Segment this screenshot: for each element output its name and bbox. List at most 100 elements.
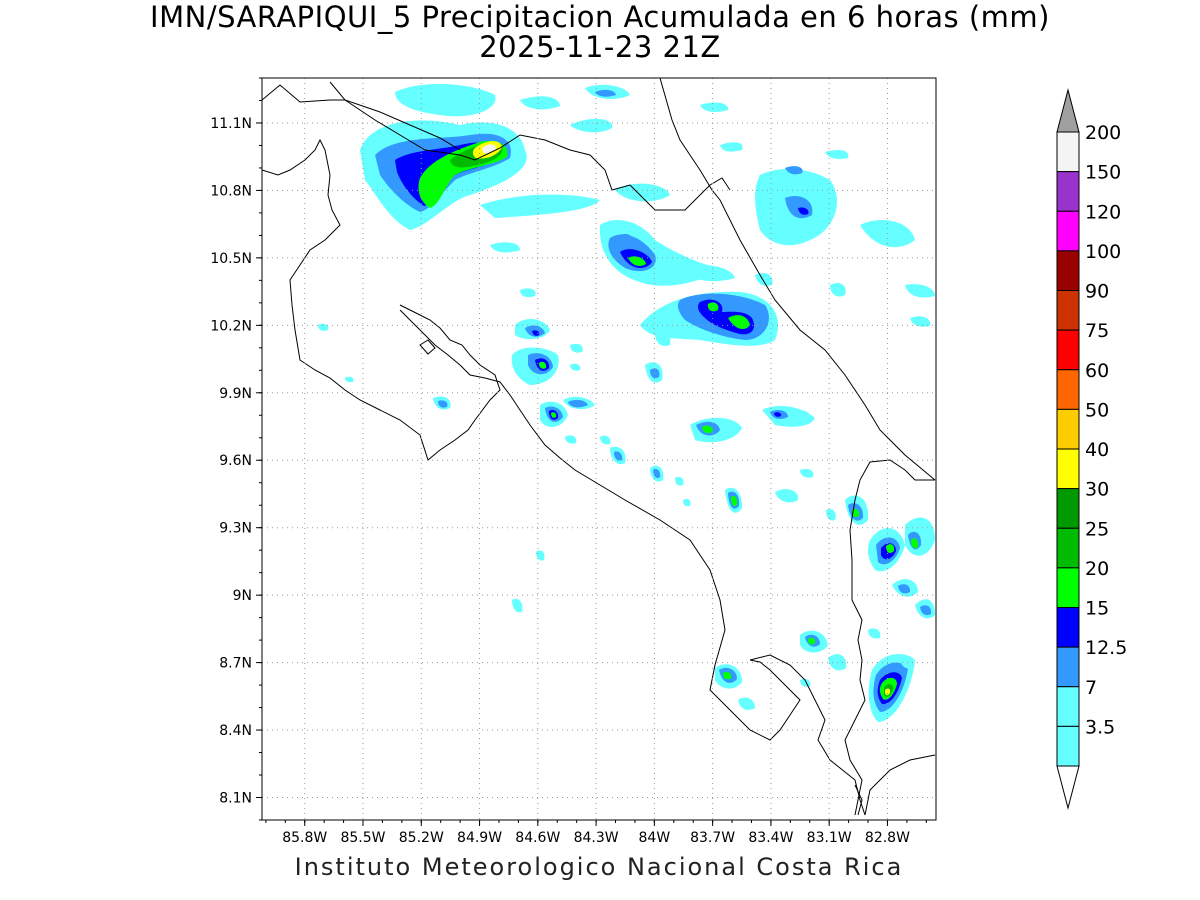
country-border-panama	[844, 459, 935, 816]
lon-tick-label: 84.6W	[515, 830, 560, 846]
precip-area	[731, 495, 738, 507]
precip-area	[570, 118, 613, 133]
lat-tick-label: 10.5N	[210, 251, 252, 267]
map-gridlines	[262, 78, 936, 820]
colorbar-label: 150	[1085, 162, 1121, 184]
lon-tick-label: 83.1W	[807, 830, 852, 846]
colorbar-top-arrow	[1056, 88, 1080, 133]
precip-area	[345, 376, 354, 383]
precip-area	[675, 476, 684, 486]
coastline-punta-burica	[854, 784, 863, 816]
colorbar-swatch	[1056, 488, 1080, 529]
precip-area	[885, 688, 891, 696]
coastline-nicaragua-lake	[329, 81, 461, 151]
precip-area	[395, 84, 496, 117]
lon-tick-label: 84.3W	[574, 830, 619, 846]
precip-area	[755, 273, 773, 286]
coastline-caribbean	[659, 78, 936, 481]
precip-area	[570, 363, 581, 371]
colorbar-swatch	[1056, 290, 1080, 331]
colorbar-label: 7	[1085, 677, 1097, 699]
precip-area	[512, 598, 523, 613]
precip-area	[551, 412, 557, 418]
precip-area	[318, 323, 329, 331]
precip-area	[800, 468, 814, 478]
colorbar-label: 3.5	[1085, 716, 1115, 738]
lon-tick-label: 85.2W	[399, 830, 444, 846]
precip-area	[568, 399, 588, 408]
precip-area	[600, 435, 611, 445]
colorbar-label: 120	[1085, 201, 1121, 223]
precip-area	[911, 538, 919, 549]
lat-tick-label: 8.7N	[219, 656, 252, 672]
precip-area	[438, 400, 448, 408]
colorbar-label: 25	[1085, 518, 1109, 540]
footer-credit: Instituto Meteorologico Nacional Costa R…	[294, 853, 904, 881]
colorbar: 200 150 120 100 90 75 60 50 40 30 25 20 15 12.5 7 3.5	[1056, 88, 1127, 810]
map-ticks: 85.8W 85.5W 85.2W 84.9W 84.6W 84.3W 84W 83.7W 83…	[210, 77, 927, 846]
colorbar-swatch	[1056, 686, 1080, 727]
precip-area	[905, 284, 935, 298]
precip-area	[898, 584, 911, 594]
title-line-2: 2025-11-23 21Z	[479, 30, 721, 64]
colorbar-label: 40	[1085, 439, 1109, 461]
precip-area	[655, 333, 671, 346]
precip-area	[520, 288, 536, 298]
country-border-north	[262, 84, 731, 211]
precip-area	[620, 233, 633, 243]
precip-area	[653, 468, 661, 479]
precip-area	[910, 316, 931, 327]
colorbar-swatch	[1056, 329, 1080, 371]
lat-tick-label: 8.1N	[219, 791, 252, 807]
precip-area	[615, 183, 670, 202]
precip-area	[614, 451, 623, 461]
precip-area	[774, 412, 782, 417]
colorbar-label: 30	[1085, 479, 1109, 501]
precip-area	[702, 425, 713, 434]
lon-tick-label: 83.7W	[690, 830, 735, 846]
colorbar-swatch	[1056, 369, 1080, 410]
colorbar-swatch	[1056, 210, 1080, 252]
precip-area	[723, 671, 732, 680]
colorbar-label: 200	[1085, 122, 1121, 144]
coastlines	[262, 78, 936, 816]
precip-area	[920, 605, 932, 616]
map-title: IMN/SARAPIQUI_5 Precipitacion Acumulada …	[0, 2, 1200, 62]
lat-tick-label: 9.3N	[219, 521, 252, 537]
precip-area	[825, 150, 849, 159]
coastline-nicoya-gulf	[399, 309, 801, 741]
lon-tick-label: 85.5W	[340, 830, 385, 846]
precip-area	[536, 550, 545, 561]
colorbar-label: 75	[1085, 320, 1109, 342]
lat-tick-label: 10.8N	[210, 183, 252, 199]
colorbar-label: 50	[1085, 399, 1109, 421]
colorbar-swatch	[1056, 250, 1080, 291]
precip-area	[565, 435, 577, 444]
lat-tick-label: 9.9N	[219, 386, 252, 402]
precip-area	[785, 166, 803, 175]
colorbar-swatch	[1056, 725, 1080, 767]
lat-tick-label: 11.1N	[210, 116, 252, 132]
lat-tick-label: 9N	[233, 588, 252, 604]
colorbar-bottom-arrow	[1056, 765, 1080, 810]
precip-area	[886, 544, 895, 554]
map-frame	[261, 77, 937, 821]
lon-tick-label: 82.8W	[865, 830, 910, 846]
precip-area	[826, 509, 836, 521]
colorbar-swatch	[1056, 646, 1080, 688]
colorbar-label: 90	[1085, 281, 1109, 303]
lon-tick-label: 83.4W	[748, 830, 793, 846]
colorbar-swatch	[1056, 131, 1080, 173]
lat-tick-label: 10.2N	[210, 318, 252, 334]
precip-area	[700, 102, 729, 113]
lon-tick-label: 84.9W	[457, 830, 502, 846]
precip-area	[720, 142, 743, 152]
precip-area	[480, 194, 600, 218]
precip-area	[532, 330, 540, 336]
precip-area	[798, 207, 809, 215]
colorbar-swatch	[1056, 408, 1080, 450]
precip-area	[539, 361, 547, 369]
lon-tick-label: 85.8W	[282, 830, 327, 846]
precip-area	[868, 628, 881, 639]
